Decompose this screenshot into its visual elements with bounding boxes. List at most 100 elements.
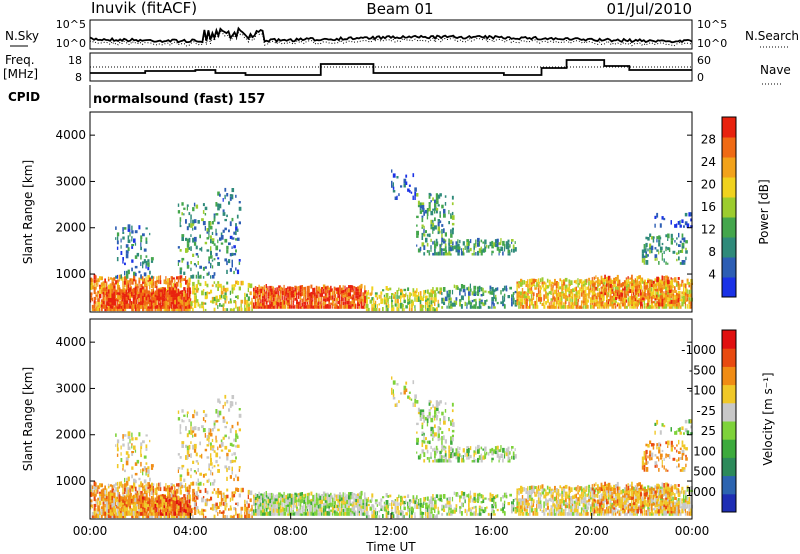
power-cell (91, 298, 93, 302)
velocity-cell (129, 512, 132, 516)
velocity-cell (113, 498, 116, 504)
power-cell (367, 307, 370, 312)
power-cell (665, 303, 668, 309)
power-cell (650, 236, 654, 240)
power-cell (570, 280, 573, 285)
velocity-cell (244, 511, 246, 515)
power-cell (654, 258, 656, 261)
velocity-cell (360, 508, 362, 513)
power-cell (597, 286, 599, 292)
noise-sky-line (89, 26, 693, 44)
velocity-cell (326, 496, 329, 501)
velocity-cell (398, 502, 400, 506)
power-cell (285, 294, 287, 298)
velocity-cell (260, 510, 262, 514)
power-cell (233, 307, 235, 312)
power-cell (183, 301, 186, 306)
velocity-cell (188, 489, 191, 493)
power-cell (658, 306, 661, 309)
power-cell (536, 293, 538, 297)
y-tick-label: 3000 (55, 174, 86, 188)
power-cell (315, 294, 319, 299)
power-cell (206, 272, 209, 276)
power-cell (396, 195, 398, 200)
power-cell (672, 285, 674, 289)
velocity-cell (131, 511, 133, 516)
power-cell (143, 248, 147, 252)
velocity-cell (118, 502, 122, 507)
velocity-cell (475, 508, 477, 513)
power-cell (421, 242, 425, 247)
power-cell (521, 291, 524, 294)
power-cell (185, 248, 188, 253)
power-cell (577, 290, 581, 295)
power-cell (116, 274, 119, 279)
power-cell (502, 303, 505, 307)
power-cell (269, 291, 272, 297)
velocity-cell (93, 507, 96, 511)
power-cell (138, 270, 141, 274)
velocity-cell (186, 503, 190, 508)
power-cell (335, 301, 337, 305)
power-cell (192, 207, 195, 212)
power-cell (385, 293, 389, 298)
velocity-cell (319, 503, 321, 509)
power-cell (172, 304, 175, 309)
power-cell (358, 299, 362, 304)
power-cell (324, 304, 327, 309)
velocity-cell (387, 508, 389, 511)
power-cell (494, 294, 497, 298)
velocity-cell (174, 490, 177, 495)
power-cell (271, 299, 273, 302)
power-cell (649, 292, 651, 296)
power-cell (684, 288, 688, 293)
power-cell (661, 293, 664, 296)
power-cell (90, 285, 93, 290)
power-cell (244, 307, 247, 312)
velocity-cell (335, 504, 338, 508)
velocity-cell (122, 502, 125, 505)
velocity-cell (279, 496, 282, 501)
power-cell (500, 290, 502, 295)
velocity-cell (272, 501, 275, 505)
power-cell (457, 243, 460, 247)
velocity-cell (127, 487, 130, 490)
power-cell (129, 303, 132, 307)
power-cell (116, 246, 119, 250)
velocity-cell (430, 507, 433, 512)
power-cell (498, 242, 502, 246)
power-cell (168, 287, 171, 292)
power-cell (122, 277, 124, 281)
power-cell (186, 243, 190, 248)
power-cell (274, 291, 277, 295)
velocity-cell (335, 494, 339, 499)
velocity-cell (434, 504, 437, 509)
velocity-cell (525, 512, 528, 516)
velocity-cell (195, 506, 199, 510)
power-cell (600, 288, 603, 294)
velocity-cell (131, 485, 134, 489)
power-cell (113, 299, 116, 304)
power-cell (493, 296, 496, 299)
velocity-cell (527, 506, 529, 509)
power-cell (163, 292, 166, 296)
power-cell (181, 202, 184, 206)
power-cell (529, 283, 531, 288)
power-cell (616, 304, 618, 307)
velocity-cell (131, 498, 133, 504)
velocity-cell (193, 496, 196, 500)
power-cell (269, 296, 272, 301)
power-cell (186, 300, 189, 306)
velocity-cell (417, 499, 420, 504)
power-cell (681, 296, 684, 299)
power-cell (672, 295, 674, 300)
power-cell (654, 294, 657, 299)
power-cell (147, 306, 150, 309)
power-cell (353, 291, 356, 296)
power-cell (665, 298, 667, 303)
power-cell (213, 296, 216, 301)
velocity-cell (514, 507, 518, 510)
power-cell (226, 308, 229, 311)
power-cell (514, 304, 518, 307)
power-cell (641, 299, 645, 302)
